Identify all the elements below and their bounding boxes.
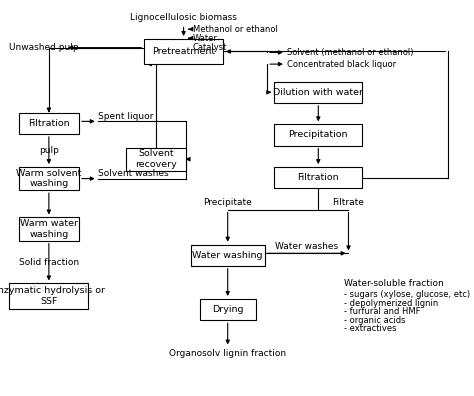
Text: Water washes: Water washes — [275, 242, 338, 251]
Text: Precipitate: Precipitate — [203, 198, 252, 207]
Text: Unwashed pulp: Unwashed pulp — [9, 43, 79, 52]
Text: Catalyst: Catalyst — [193, 42, 227, 51]
Text: Organosolv lignin fraction: Organosolv lignin fraction — [169, 349, 286, 358]
Text: Filtration: Filtration — [298, 173, 339, 182]
Text: - furfural and HMF: - furfural and HMF — [344, 307, 420, 316]
Text: - organic acids: - organic acids — [344, 316, 405, 325]
Text: Solvent
recovery: Solvent recovery — [135, 150, 177, 169]
Text: Pretreatment: Pretreatment — [152, 47, 215, 56]
Text: Solvent (methanol or ethanol): Solvent (methanol or ethanol) — [287, 48, 414, 57]
Text: Warm water
washing: Warm water washing — [20, 219, 78, 239]
FancyBboxPatch shape — [144, 39, 223, 64]
Text: Concentrated black liquor: Concentrated black liquor — [287, 60, 396, 69]
Text: Precipitation: Precipitation — [289, 130, 348, 139]
Text: Water-soluble fraction: Water-soluble fraction — [344, 280, 444, 289]
Text: - depolymerized lignin: - depolymerized lignin — [344, 299, 438, 308]
FancyBboxPatch shape — [274, 82, 363, 103]
Text: - sugars (xylose, glucose, etc): - sugars (xylose, glucose, etc) — [344, 290, 470, 299]
FancyBboxPatch shape — [18, 167, 79, 190]
FancyBboxPatch shape — [18, 112, 79, 134]
FancyBboxPatch shape — [274, 167, 363, 188]
Text: Enzymatic hydrolysis or
SSF: Enzymatic hydrolysis or SSF — [0, 286, 105, 306]
Text: Warm solvent
washing: Warm solvent washing — [16, 169, 82, 188]
Text: Spent liquor: Spent liquor — [98, 112, 153, 121]
FancyBboxPatch shape — [274, 124, 363, 146]
Text: Drying: Drying — [212, 305, 244, 314]
FancyBboxPatch shape — [200, 299, 255, 320]
FancyBboxPatch shape — [18, 217, 79, 241]
Text: Water washing: Water washing — [192, 251, 263, 260]
Text: Water: Water — [193, 34, 218, 43]
Text: Filtrate: Filtrate — [333, 198, 365, 207]
Text: Solid fraction: Solid fraction — [19, 257, 79, 267]
Text: Lignocellulosic biomass: Lignocellulosic biomass — [130, 13, 237, 22]
Text: Filtration: Filtration — [28, 119, 70, 128]
Text: Methanol or ethanol: Methanol or ethanol — [193, 25, 278, 34]
Text: pulp: pulp — [39, 146, 59, 155]
FancyBboxPatch shape — [126, 148, 186, 171]
Text: Dilution with water: Dilution with water — [273, 88, 363, 97]
FancyBboxPatch shape — [191, 245, 265, 266]
FancyBboxPatch shape — [9, 284, 88, 308]
Text: - extractives: - extractives — [344, 324, 396, 333]
Text: Solvent washes: Solvent washes — [98, 169, 168, 179]
